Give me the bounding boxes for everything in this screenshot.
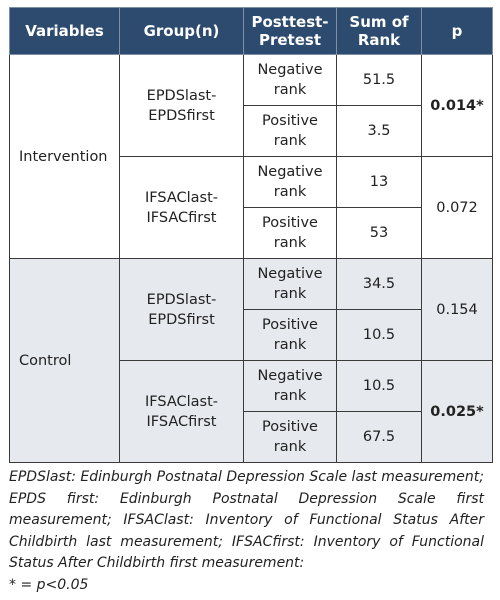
table-row: Control EPDSlast-EPDSfirst Negative rank 34… bbox=[9, 258, 493, 463]
group-cell: EPDSlast-EPDSfirst bbox=[119, 258, 244, 361]
sum-cell: 34.5 bbox=[336, 258, 422, 310]
sum-cell: 51.5 bbox=[336, 54, 422, 106]
change-cell: Negative rank bbox=[243, 360, 337, 412]
table-body: Intervention EPDSlast-EPDSfirst Negative r… bbox=[9, 54, 493, 463]
column-header: Posttest-Pretest bbox=[243, 7, 337, 55]
table-row: IFSAClast-IFSACfirst Negative rank 13 0.072 bbox=[10, 156, 493, 259]
table-wrapper: Variables Group(n) Posttest-Pretest Sum of … bbox=[9, 7, 493, 463]
table-row: Positive rank 53 bbox=[10, 207, 493, 259]
change-cell: Negative rank bbox=[243, 156, 337, 208]
p-cell: 0.014* bbox=[421, 54, 493, 157]
sum-cell: 13 bbox=[336, 156, 422, 208]
change-cell: Positive rank bbox=[243, 411, 337, 463]
change-cell: Positive rank bbox=[243, 309, 337, 361]
p-cell: 0.025* bbox=[421, 360, 493, 463]
change-cell: Negative rank bbox=[243, 54, 337, 106]
sum-cell: 10.5 bbox=[336, 309, 422, 361]
change-cell: Negative rank bbox=[243, 258, 337, 310]
column-header: p bbox=[421, 7, 493, 55]
group-cell: IFSAClast-IFSACfirst bbox=[119, 360, 244, 463]
sum-cell: 53 bbox=[336, 207, 422, 259]
sum-cell: 67.5 bbox=[336, 411, 422, 463]
table-row: Positive rank 3.5 bbox=[10, 105, 493, 157]
change-cell: Positive rank bbox=[243, 105, 337, 157]
column-header: Group(n) bbox=[119, 7, 244, 55]
column-header: Variables bbox=[9, 7, 120, 55]
p-cell: 0.072 bbox=[421, 156, 493, 259]
results-table: Variables Group(n) Posttest-Pretest Sum of … bbox=[9, 7, 493, 463]
footnote-line: EPDSlast: Edinburgh Postnatal Depression… bbox=[9, 469, 484, 571]
group-cell: EPDSlast-EPDSfirst bbox=[119, 54, 244, 157]
header-row: Variables Group(n) Posttest-Pretest Sum of … bbox=[9, 7, 493, 55]
table-row: IFSAClast-IFSACfirst Negative rank 10.5 0.0… bbox=[10, 360, 493, 463]
column-header: Sum of Rank bbox=[336, 7, 422, 55]
group-cell: IFSAClast-IFSACfirst bbox=[119, 156, 244, 259]
variable-cell: Intervention bbox=[9, 54, 120, 259]
table-row: Positive rank 67.5 bbox=[10, 411, 493, 463]
change-cell: Positive rank bbox=[243, 207, 337, 259]
table-row: Positive rank 10.5 bbox=[10, 309, 493, 361]
p-cell: 0.154 bbox=[421, 258, 493, 361]
footnote: EPDSlast: Edinburgh Postnatal Depression… bbox=[9, 467, 484, 596]
sum-cell: 10.5 bbox=[336, 360, 422, 412]
footnote-line: * = p<0.05 bbox=[9, 576, 89, 593]
table-row: Intervention EPDSlast-EPDSfirst Negative r… bbox=[9, 54, 493, 259]
sum-cell: 3.5 bbox=[336, 105, 422, 157]
variable-cell: Control bbox=[9, 258, 120, 463]
